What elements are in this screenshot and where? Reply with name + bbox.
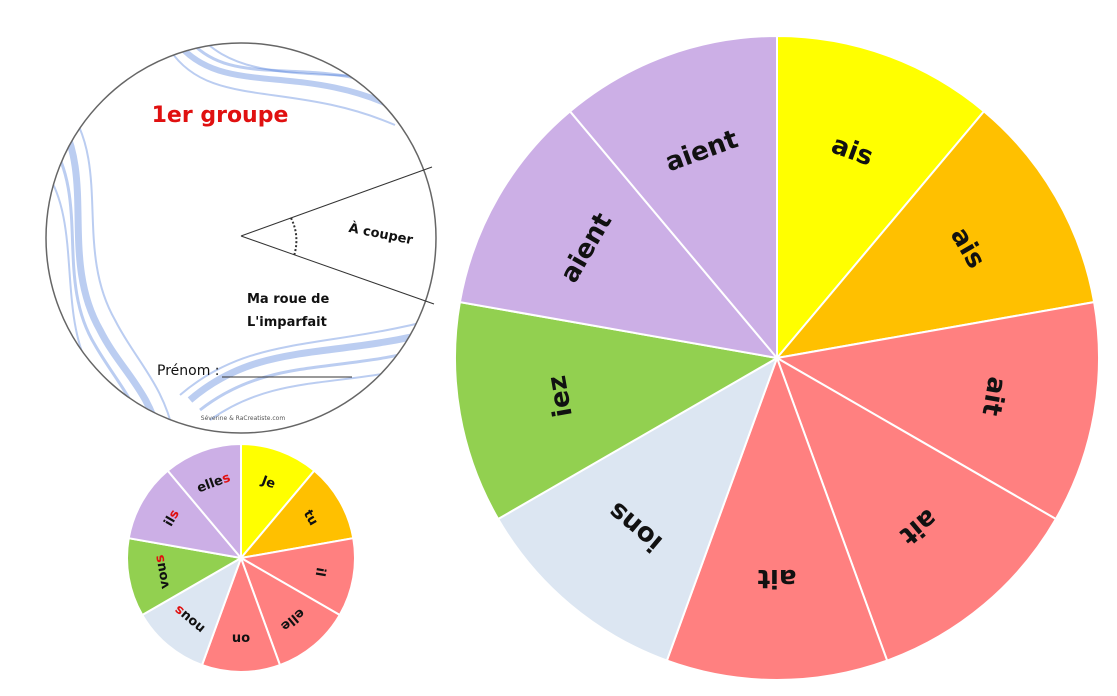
ending-wheel-slice — [496, 355, 779, 662]
wheel-title-line1: Ma roue de — [247, 292, 329, 307]
ending-wheel-slice — [568, 34, 778, 361]
pronoun-wheel-slice — [238, 469, 355, 560]
pronoun-wheel-slice-label: on — [232, 631, 250, 646]
pronoun-wheel-slice — [126, 537, 244, 617]
name-field-label: Prénom : — [157, 363, 220, 379]
ending-wheel-slice — [458, 109, 780, 360]
pronoun-wheel-slice — [140, 555, 243, 667]
cover-title: 1er groupe — [152, 103, 289, 128]
wheel-title-line2: L'imparfait — [247, 315, 327, 330]
pronoun-wheel-slice-label: Je — [258, 473, 277, 492]
credit-text: Séverine & RaCreatiste.com — [201, 415, 286, 422]
ending-wheel-slice — [776, 34, 986, 361]
cover-disc: 1er groupe À couper Ma roue de L'imparfa… — [45, 42, 437, 434]
ending-wheel-slice — [453, 300, 780, 521]
ending-wheel-slice-label: iez — [542, 373, 579, 419]
pronoun-wheel-slice — [166, 442, 242, 561]
ending-wheel-slice-label: ait — [976, 374, 1012, 418]
cut-out-wedge — [240, 166, 435, 305]
pronoun-wheel-slice — [200, 555, 282, 673]
pronoun-wheel-slice-label: tu — [300, 508, 321, 529]
pronoun-wheel-slice — [238, 537, 356, 617]
pronoun-wheel-slice-label: vous — [152, 553, 173, 590]
ending-wheel-slice — [775, 355, 1058, 662]
ending-wheel-slice — [665, 355, 889, 681]
pronoun-wheel-slice — [127, 469, 244, 560]
pronoun-wheel-slice — [239, 555, 342, 667]
ending-wheel-slice — [774, 300, 1101, 521]
ending-wheel-slice — [774, 109, 1096, 360]
ending-wheel-slice-label: ait — [758, 563, 797, 593]
pronoun-wheel-slice-label: il — [312, 566, 328, 577]
pronoun-wheel-slice — [240, 442, 316, 561]
